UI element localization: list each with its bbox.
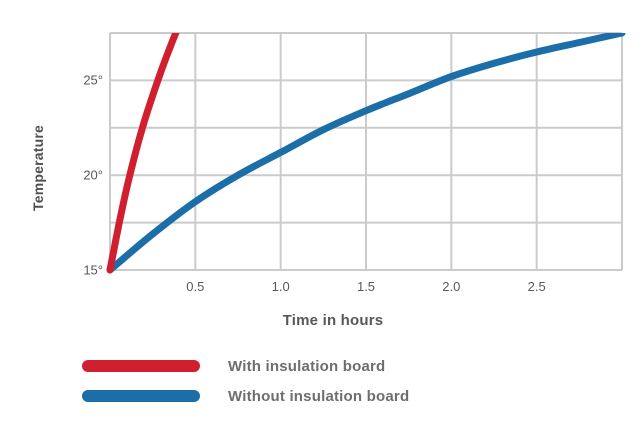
legend-label: Without insulation board [228, 387, 410, 405]
x-axis-title: Time in hours [282, 312, 384, 329]
x-tick-label: 0.5 [186, 279, 205, 294]
y-axis-title: Temperature [30, 125, 46, 211]
legend-item: With insulation board [82, 357, 409, 375]
x-tick-label: 1.0 [271, 279, 290, 294]
y-tick-label: 25° [83, 72, 103, 88]
x-tick-label: 2.0 [442, 279, 461, 294]
series-curve-with-insulation-board [106, 33, 180, 274]
legend: With insulation board Without insulation … [82, 357, 410, 420]
legend-item: Without insulation board [82, 387, 410, 405]
x-tick-label: 2.5 [527, 279, 546, 294]
gridlines [109, 32, 623, 271]
legend-swatch-icon [82, 360, 200, 372]
legend-swatch-icon [82, 390, 200, 402]
y-tick-label: 20° [83, 167, 103, 183]
legend-label: With insulation board [228, 357, 386, 375]
x-tick-label: 1.5 [356, 279, 376, 294]
y-tick-label: 15° [83, 262, 103, 278]
series-curve-without-insulation-board [106, 33, 626, 274]
